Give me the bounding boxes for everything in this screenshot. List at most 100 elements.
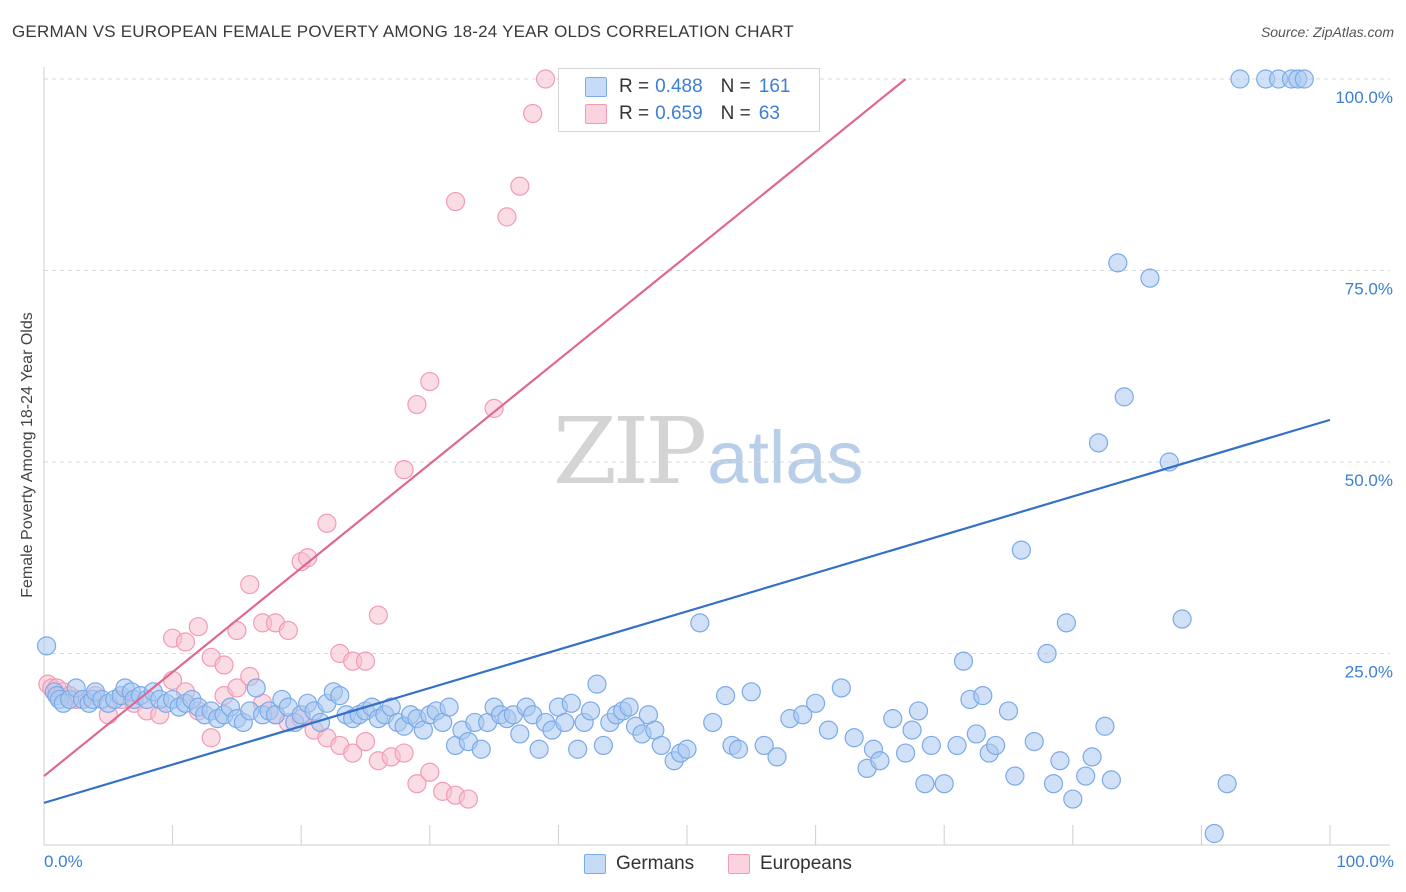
- german-point: [1204, 823, 1224, 844]
- german-point: [471, 739, 491, 759]
- german-point: [510, 724, 530, 744]
- european-point: [317, 513, 337, 533]
- bottom-legend-germans: Germans: [584, 852, 694, 876]
- german-point: [529, 739, 549, 759]
- european-point: [175, 632, 196, 652]
- german-point: [844, 728, 864, 748]
- german-point: [330, 686, 350, 706]
- legend-r-label: R =: [619, 103, 650, 124]
- europeans-swatch: [585, 104, 607, 124]
- german-point: [947, 735, 967, 756]
- german-point: [703, 712, 723, 733]
- european-point: [535, 69, 556, 89]
- legend-row-germans: R = 0.488 N = 161: [585, 75, 790, 99]
- german-point: [998, 701, 1019, 721]
- stats-legend: R = 0.488 N = 161 R = 0.659 N = 63: [558, 68, 820, 132]
- german-point: [1076, 766, 1096, 786]
- y-tick-label: 50.0%: [1345, 471, 1393, 490]
- german-point: [883, 709, 903, 729]
- european-point: [368, 605, 388, 625]
- german-point: [246, 678, 266, 698]
- european-point: [523, 103, 543, 124]
- chart-title: GERMAN VS EUROPEAN FEMALE POVERTY AMONG …: [12, 22, 794, 41]
- european-point: [407, 774, 427, 794]
- german-point: [568, 739, 588, 759]
- european-point: [188, 617, 208, 637]
- german-point: [619, 697, 639, 717]
- european-point: [298, 548, 318, 568]
- german-point: [36, 636, 57, 656]
- legend-n-label: N =: [720, 103, 751, 124]
- european-point: [394, 743, 414, 763]
- legend-n-label: N =: [720, 76, 751, 97]
- european-point: [278, 620, 298, 641]
- german-point: [1108, 253, 1128, 273]
- german-point: [593, 735, 614, 756]
- european-point: [214, 655, 234, 675]
- german-point: [818, 720, 839, 740]
- german-point: [587, 674, 607, 694]
- legend-n-value: 63: [758, 103, 780, 124]
- european-point: [201, 728, 221, 748]
- european-point: [420, 762, 440, 782]
- german-point: [741, 682, 761, 702]
- german-point: [1037, 643, 1057, 664]
- german-point: [561, 693, 581, 713]
- german-point: [793, 705, 813, 725]
- y-tick-label: 25.0%: [1345, 663, 1393, 682]
- germans-swatch: [584, 854, 606, 874]
- german-point: [1217, 774, 1237, 794]
- german-point: [1095, 716, 1115, 736]
- german-point: [767, 747, 787, 767]
- germans-swatch: [585, 77, 607, 97]
- x-tick-label-min: 0.0%: [44, 852, 83, 871]
- german-point: [1024, 731, 1044, 752]
- european-point: [355, 651, 376, 671]
- german-point: [1230, 69, 1250, 89]
- german-point: [651, 735, 671, 756]
- bottom-legend-europeans: Europeans: [728, 852, 852, 876]
- european-point: [497, 207, 517, 227]
- german-point: [690, 613, 710, 633]
- german-point: [1050, 751, 1070, 771]
- german-point: [1056, 613, 1076, 633]
- german-point: [1063, 789, 1083, 809]
- german-point: [896, 743, 916, 763]
- y-tick-label: 75.0%: [1345, 280, 1393, 299]
- european-point: [227, 620, 247, 641]
- german-point: [966, 724, 986, 744]
- legend-n-value: 161: [758, 76, 791, 97]
- german-point: [1114, 387, 1134, 407]
- bottom-legend-europeans-label: Europeans: [760, 853, 852, 874]
- german-point: [728, 739, 749, 759]
- german-point: [902, 720, 922, 740]
- german-point: [1140, 268, 1160, 288]
- bottom-legend-germans-label: Germans: [616, 853, 695, 874]
- german-point: [915, 774, 935, 794]
- european-point: [227, 678, 247, 698]
- german-point: [973, 686, 993, 706]
- european-point: [394, 460, 414, 480]
- german-point: [934, 774, 954, 794]
- german-point: [1101, 770, 1121, 790]
- european-point: [458, 789, 478, 809]
- german-point: [715, 686, 736, 706]
- source-credit: Source: ZipAtlas.com: [1260, 24, 1394, 40]
- y-tick-label: 100.0%: [1335, 88, 1393, 107]
- german-point: [805, 693, 826, 713]
- germans-trend-line: [43, 418, 1331, 804]
- european-point: [343, 743, 363, 763]
- european-point: [407, 394, 427, 415]
- german-point: [1082, 747, 1102, 767]
- german-point: [1294, 69, 1314, 89]
- german-point: [1011, 540, 1031, 560]
- german-point: [754, 735, 774, 756]
- european-point: [420, 371, 440, 392]
- legend-r-label: R =: [619, 76, 650, 97]
- european-point: [445, 191, 466, 212]
- german-point: [908, 701, 929, 721]
- european-point: [484, 398, 504, 418]
- german-point: [1043, 774, 1064, 794]
- europeans-trend-line: [43, 78, 907, 777]
